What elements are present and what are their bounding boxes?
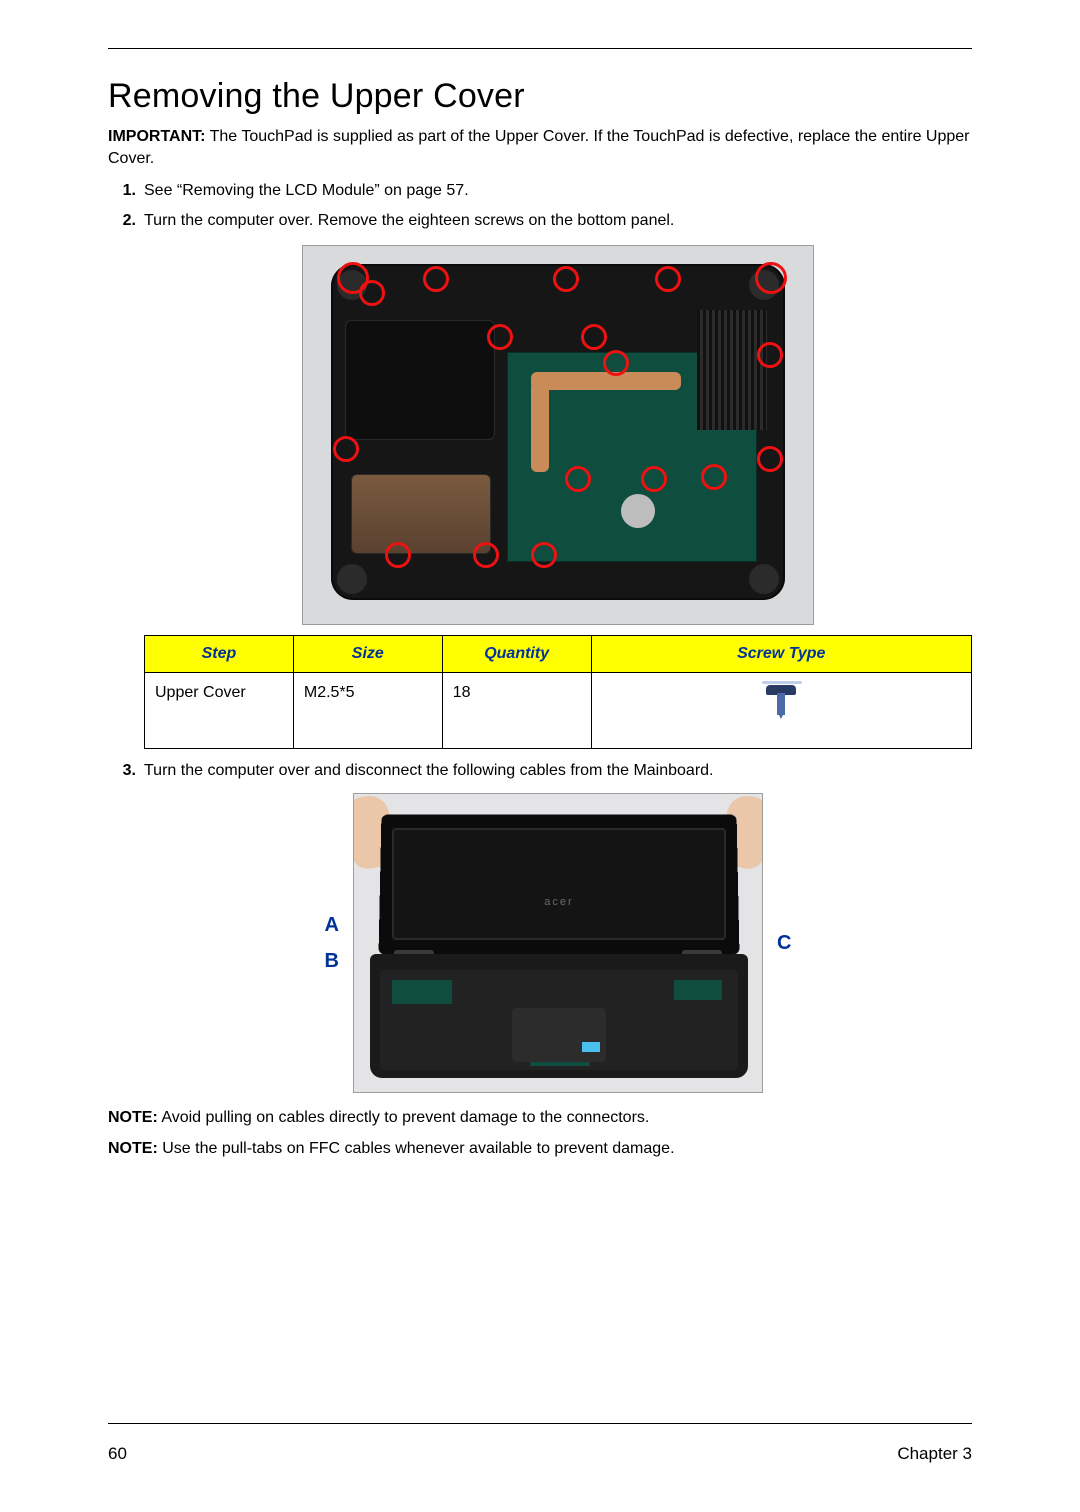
screw-marker-icon bbox=[385, 542, 411, 568]
page-title: Removing the Upper Cover bbox=[108, 77, 972, 116]
step-text: See “Removing the LCD Module” on page 57… bbox=[144, 182, 469, 199]
vent-grille bbox=[697, 310, 767, 430]
cell-size: M2.5*5 bbox=[293, 673, 442, 749]
ffc-tab bbox=[582, 1042, 600, 1052]
brand-logo: acer bbox=[544, 894, 573, 911]
screw-marker-icon bbox=[423, 266, 449, 292]
table-header-row: Step Size Quantity Screw Type bbox=[145, 636, 972, 673]
screw-spec-table: Step Size Quantity Screw Type Upper Cove… bbox=[144, 635, 972, 749]
bottom-rule bbox=[108, 1423, 972, 1424]
top-rule bbox=[108, 48, 972, 49]
label-c: C bbox=[777, 932, 791, 954]
screw-marker-icon bbox=[755, 262, 787, 294]
screw-marker-icon bbox=[531, 542, 557, 568]
page-number: 60 bbox=[108, 1444, 127, 1464]
col-size: Size bbox=[293, 636, 442, 673]
screw-marker-icon bbox=[701, 464, 727, 490]
heatpipe bbox=[531, 372, 681, 390]
chapter-label: Chapter 3 bbox=[897, 1444, 972, 1464]
screw-marker-icon bbox=[333, 436, 359, 462]
figure-2-labels-left: A B bbox=[325, 910, 339, 976]
screw-marker-icon bbox=[565, 466, 591, 492]
screw-marker-icon bbox=[757, 446, 783, 472]
steps-list: 1. See “Removing the LCD Module” on page… bbox=[108, 179, 972, 1093]
screw-marker-icon bbox=[473, 542, 499, 568]
note-label: NOTE: bbox=[108, 1140, 158, 1157]
label-a: A bbox=[325, 910, 339, 940]
step-text: Turn the computer over and disconnect th… bbox=[144, 762, 714, 779]
figure-open-laptop: acer bbox=[353, 793, 763, 1093]
screw-marker-icon bbox=[603, 350, 629, 376]
step-number: 1. bbox=[108, 179, 136, 203]
screw-marker-icon bbox=[655, 266, 681, 292]
note-2: NOTE: Use the pull-tabs on FFC cables wh… bbox=[108, 1138, 972, 1160]
pcb-peek bbox=[674, 980, 722, 1000]
cell-step: Upper Cover bbox=[145, 673, 294, 749]
important-label: IMPORTANT: bbox=[108, 128, 205, 145]
step-1: 1. See “Removing the LCD Module” on page… bbox=[144, 179, 972, 203]
step-number: 2. bbox=[108, 209, 136, 233]
table-row: Upper Cover M2.5*5 18 bbox=[145, 673, 972, 749]
cell-quantity: 18 bbox=[442, 673, 591, 749]
screw-marker-icon bbox=[581, 324, 607, 350]
note-2-text: Use the pull-tabs on FFC cables whenever… bbox=[158, 1140, 675, 1157]
figure-2-labels-right: C bbox=[777, 928, 791, 958]
rubber-foot bbox=[337, 564, 367, 594]
label-b: B bbox=[325, 946, 339, 976]
step-text: Turn the computer over. Remove the eight… bbox=[144, 212, 674, 229]
figure-bottom-panel bbox=[302, 245, 814, 625]
rubber-foot bbox=[749, 564, 779, 594]
copper-plate bbox=[351, 474, 491, 554]
heatpipe bbox=[531, 382, 549, 472]
screw-marker-icon bbox=[487, 324, 513, 350]
cell-screw-type bbox=[591, 673, 971, 749]
col-quantity: Quantity bbox=[442, 636, 591, 673]
col-screw-type: Screw Type bbox=[591, 636, 971, 673]
figure-2-row: A B acer bbox=[144, 793, 972, 1093]
step-2: 2. Turn the computer over. Remove the ei… bbox=[144, 209, 972, 749]
laptop-bezel: acer bbox=[392, 828, 726, 940]
important-paragraph: IMPORTANT: The TouchPad is supplied as p… bbox=[108, 126, 972, 169]
screw-marker-icon bbox=[757, 342, 783, 368]
step-3: 3. Turn the computer over and disconnect… bbox=[144, 759, 972, 1093]
col-step: Step bbox=[145, 636, 294, 673]
touchpad-area bbox=[512, 1008, 606, 1062]
important-text: The TouchPad is supplied as part of the … bbox=[108, 128, 969, 167]
coin-cell bbox=[621, 494, 655, 528]
note-1: NOTE: Avoid pulling on cables directly t… bbox=[108, 1107, 972, 1129]
note-1-text: Avoid pulling on cables directly to prev… bbox=[158, 1109, 650, 1126]
screw-marker-icon bbox=[553, 266, 579, 292]
document-page: Removing the Upper Cover IMPORTANT: The … bbox=[0, 0, 1080, 1512]
step-number: 3. bbox=[108, 759, 136, 783]
note-label: NOTE: bbox=[108, 1109, 158, 1126]
page-footer: 60 Chapter 3 bbox=[108, 1444, 972, 1464]
screw-marker-icon bbox=[641, 466, 667, 492]
pcb-peek bbox=[392, 980, 452, 1004]
screw-marker-icon bbox=[359, 280, 385, 306]
hdd-bay bbox=[345, 320, 495, 440]
screw-icon bbox=[758, 681, 804, 721]
